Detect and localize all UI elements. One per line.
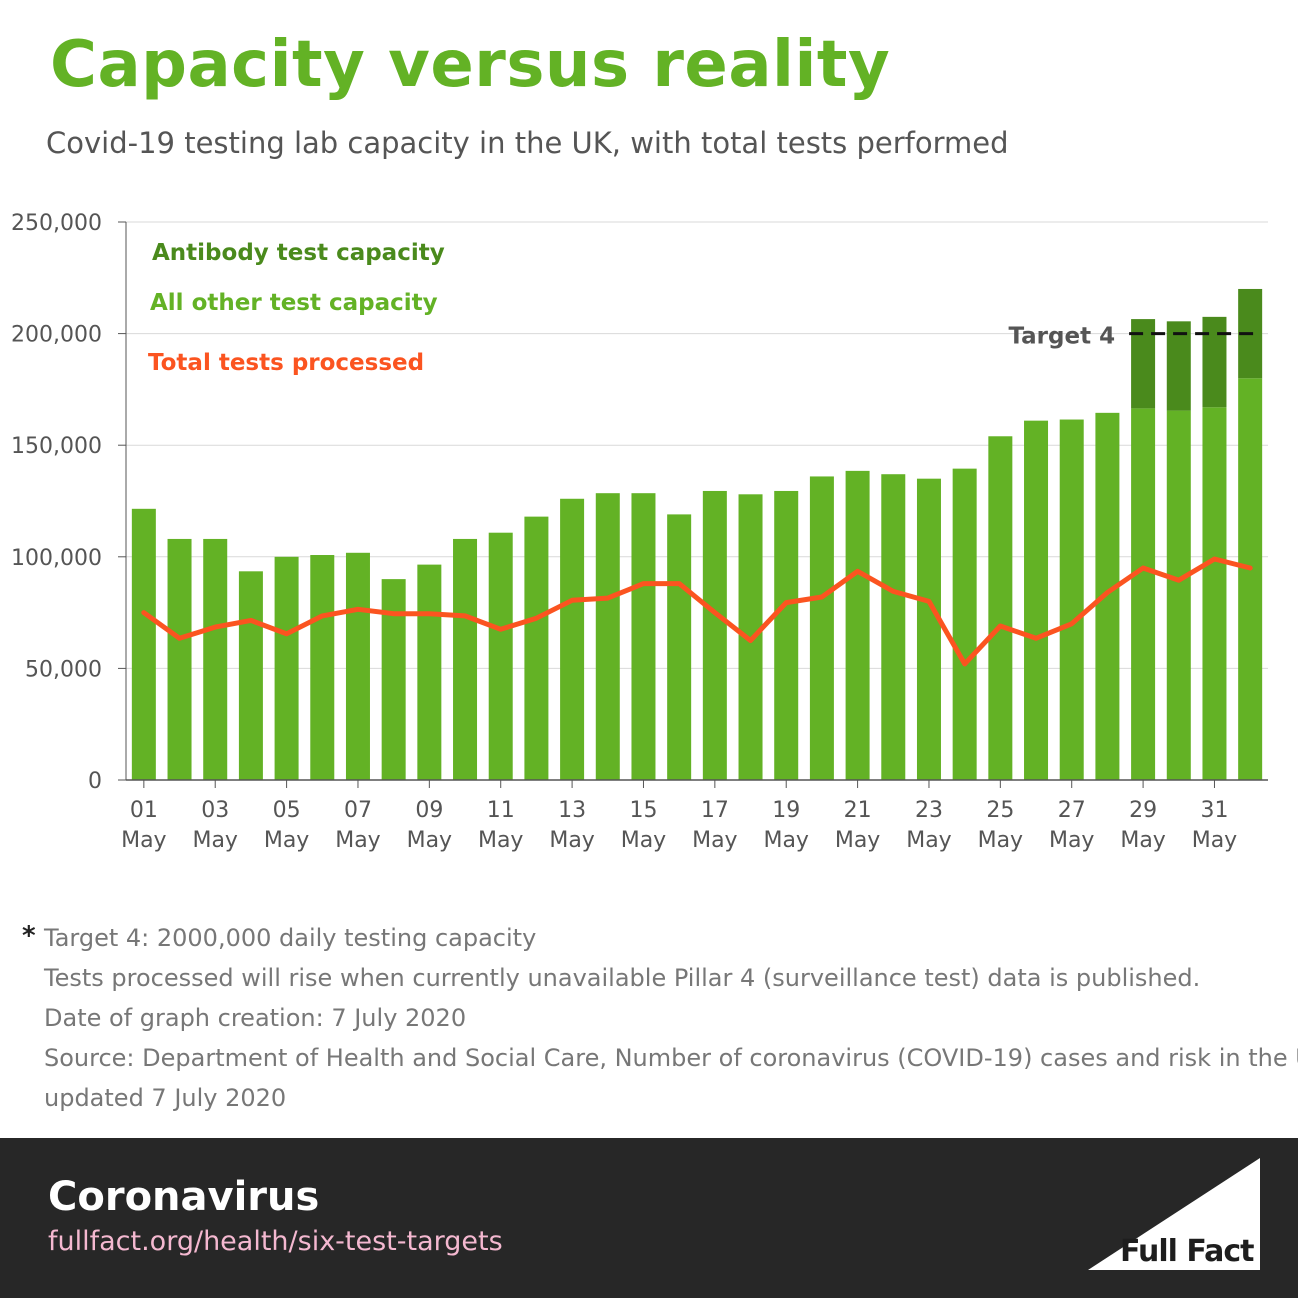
note-date: Date of graph creation: 7 July 2020: [44, 1004, 467, 1032]
y-tick-label: 100,000: [11, 546, 102, 571]
x-tick-day: 25: [986, 798, 1014, 823]
x-axis: [125, 222, 1268, 781]
target-label: Target 4: [1008, 324, 1115, 350]
note-pillar4: Tests processed will rise when currently…: [44, 964, 1201, 992]
x-tick-day: 19: [772, 798, 800, 823]
full-fact-logo-text: Full Fact: [1120, 1234, 1254, 1269]
bar-other-capacity: [988, 436, 1013, 780]
x-tick-month: May: [835, 828, 880, 853]
footer: Coronavirus fullfact.org/health/six-test…: [0, 1138, 1298, 1298]
bars: [131, 288, 1263, 780]
chart-notes: * Target 4: 2000,000 daily testing capac…: [22, 918, 1298, 1118]
x-tick-day: 09: [415, 798, 443, 823]
full-fact-triangle-icon: [1088, 1158, 1260, 1270]
bar-other-capacity: [381, 579, 406, 780]
y-tick-label: 200,000: [11, 323, 102, 348]
x-tick-month: May: [1192, 828, 1237, 853]
y-tick-label: 150,000: [11, 434, 102, 459]
x-tick-day: 13: [558, 798, 586, 823]
x-tick-month: May: [763, 828, 808, 853]
x-tick-day: 23: [915, 798, 943, 823]
bar-other-capacity: [595, 493, 620, 780]
bar-other-capacity: [1238, 378, 1263, 780]
x-tick-month: May: [906, 828, 951, 853]
x-tick-month: May: [692, 828, 737, 853]
tests-line-layer: [141, 556, 1253, 667]
legend-other: All other test capacity: [150, 290, 438, 316]
bar-other-capacity: [488, 532, 513, 780]
y-tick-label: 50,000: [25, 657, 102, 682]
bar-other-capacity: [1202, 407, 1227, 780]
target-layer: Target 4: [1008, 324, 1258, 350]
x-tick-month: May: [1049, 828, 1094, 853]
bar-other-capacity: [702, 490, 727, 780]
bar-other-capacity: [1095, 412, 1120, 780]
bar-other-capacity: [1024, 420, 1049, 780]
bar-other-capacity: [1131, 408, 1156, 780]
x-tick-day: 07: [344, 798, 372, 823]
legend-antibody: Antibody test capacity: [152, 240, 445, 266]
capacity-chart: 0 50,000 100,000 150,000 200,000 250,000 Targ…: [11, 211, 1268, 853]
bar-other-capacity: [1059, 419, 1084, 780]
tests-processed-line: [141, 556, 1253, 667]
x-tick-day: 11: [487, 798, 515, 823]
note-target: Target 4: 2000,000 daily testing capacit…: [44, 924, 537, 952]
y-tick-label: 250,000: [11, 211, 102, 236]
bar-other-capacity: [203, 538, 228, 780]
x-tick-month: May: [549, 828, 594, 853]
notes-asterisk: *: [22, 921, 36, 951]
x-tick-day: 15: [629, 798, 657, 823]
note-source-cont: updated 7 July 2020: [44, 1084, 287, 1112]
x-tick-month: May: [407, 828, 452, 853]
note-source: Source: Department of Health and Social …: [44, 1044, 1298, 1072]
bar-antibody-capacity: [1166, 321, 1191, 411]
bar-other-capacity: [453, 538, 478, 780]
bar-other-capacity: [952, 468, 977, 780]
x-tick-day: 01: [130, 798, 158, 823]
bar-other-capacity: [345, 552, 370, 780]
x-tick-month: May: [121, 828, 166, 853]
bar-other-capacity: [845, 470, 870, 780]
x-tick-month: May: [978, 828, 1023, 853]
x-tick-day: 29: [1129, 798, 1157, 823]
x-tick-day: 17: [701, 798, 729, 823]
x-tick-month: May: [621, 828, 666, 853]
bar-other-capacity: [131, 508, 156, 780]
bar-other-capacity: [916, 478, 941, 780]
y-tick-label: 0: [88, 769, 102, 794]
legend: Antibody test capacity All other test ca…: [148, 240, 445, 376]
x-tick-month: May: [335, 828, 380, 853]
x-tick-day: 03: [201, 798, 229, 823]
x-tick-month: May: [478, 828, 523, 853]
bar-other-capacity: [809, 476, 834, 780]
bar-other-capacity: [667, 514, 692, 780]
footer-title: Coronavirus: [48, 1174, 320, 1220]
bar-other-capacity: [238, 571, 263, 780]
bar-other-capacity: [274, 556, 299, 780]
bar-other-capacity: [310, 555, 335, 780]
bar-antibody-capacity: [1202, 316, 1227, 408]
bar-other-capacity: [560, 498, 585, 780]
page-subtitle: Covid-19 testing lab capacity in the UK,…: [46, 126, 1009, 160]
x-tick-day: 27: [1058, 798, 1086, 823]
bar-other-capacity: [524, 516, 549, 780]
legend-tests: Total tests processed: [148, 350, 424, 376]
x-tick-day: 21: [844, 798, 872, 823]
y-axis-ticks: 0 50,000 100,000 150,000 200,000 250,000: [11, 211, 102, 794]
footer-url-link[interactable]: fullfact.org/health/six-test-targets: [48, 1226, 503, 1257]
bar-other-capacity: [881, 474, 906, 780]
bar-other-capacity: [774, 490, 799, 780]
x-tick-month: May: [264, 828, 309, 853]
x-axis-ticks: 01 May 03 May 05 May 07 May 09 May 11 May 13 May 15 May…: [121, 780, 1237, 853]
bar-other-capacity: [631, 493, 656, 780]
x-tick-month: May: [1120, 828, 1165, 853]
page-title: Capacity versus reality: [50, 28, 891, 102]
x-tick-day: 05: [273, 798, 301, 823]
bar-other-capacity: [417, 564, 442, 780]
bar-other-capacity: [1166, 410, 1191, 780]
x-tick-month: May: [192, 828, 237, 853]
x-tick-day: 31: [1200, 798, 1228, 823]
bar-other-capacity: [167, 538, 192, 780]
